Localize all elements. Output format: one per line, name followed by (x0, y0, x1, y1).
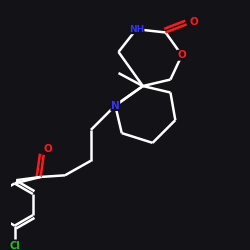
Text: Cl: Cl (9, 241, 20, 250)
Text: O: O (190, 17, 198, 27)
Text: O: O (43, 144, 52, 154)
Text: O: O (178, 50, 186, 60)
Text: N: N (111, 100, 120, 110)
Text: NH: NH (129, 25, 144, 34)
